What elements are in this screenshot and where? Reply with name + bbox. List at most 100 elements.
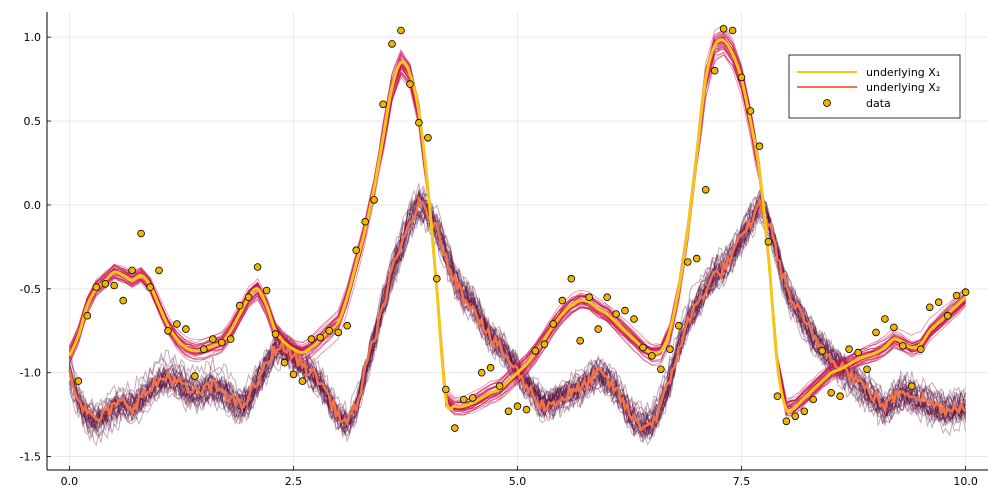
- data-point: [361, 217, 369, 226]
- data-point: [92, 283, 101, 291]
- data-point: [800, 407, 809, 416]
- x1-sample-path: [68, 32, 966, 416]
- data-point: [397, 26, 405, 35]
- data-point: [110, 281, 118, 290]
- underlying-x2-line: [68, 195, 967, 432]
- data-point: [943, 311, 952, 320]
- x2-sample-path: [68, 203, 967, 433]
- x1-sample-path: [68, 42, 966, 415]
- legend-label-x2: underlying X₂: [866, 81, 940, 94]
- y-tick-label: 0.0: [24, 199, 42, 212]
- legend-swatch-data: [823, 99, 831, 107]
- legend-label-x1: underlying X₁: [866, 66, 940, 79]
- y-tick-label: -0.5: [20, 283, 41, 296]
- data-point: [424, 134, 432, 142]
- data-point: [200, 345, 208, 354]
- data-point: [907, 382, 916, 390]
- data-point: [191, 372, 199, 380]
- data-point: [459, 395, 468, 404]
- data-point: [961, 288, 970, 297]
- data-point: [603, 293, 611, 302]
- data-point: [164, 326, 172, 335]
- data-point: [316, 333, 325, 342]
- data-point: [137, 229, 145, 238]
- x1-sample-path: [68, 46, 966, 406]
- data-point: [173, 320, 181, 328]
- x-tick-label: 7.5: [733, 475, 751, 488]
- data-point: [379, 100, 387, 109]
- data-point: [307, 335, 316, 343]
- x2-sample-path: [69, 201, 967, 436]
- data-point: [701, 186, 710, 194]
- data-point: [621, 306, 629, 315]
- data-point: [370, 196, 378, 204]
- data-point: [441, 385, 450, 394]
- y-tick-label: 0.5: [24, 115, 42, 128]
- data-point: [683, 258, 692, 266]
- data-point: [343, 321, 352, 330]
- legend: underlying X₁ underlying X₂ data: [788, 54, 961, 119]
- data-point: [504, 407, 513, 416]
- data-point: [522, 405, 531, 414]
- x1-sample-path: [68, 35, 966, 410]
- data-point: [83, 311, 92, 320]
- data-point: [352, 246, 361, 255]
- data-point: [755, 142, 764, 151]
- data-point: [415, 118, 423, 127]
- data-point: [728, 26, 737, 35]
- data-point: [325, 326, 334, 335]
- data-point: [244, 293, 253, 302]
- data-point: [182, 325, 190, 333]
- data-point: [128, 266, 136, 275]
- data-point: [253, 263, 262, 271]
- tick-labels: 0.0 2.5 5.0 7.5 10.0 1.0 0.5 0.0 -0.5 -1.0 -1.5: [20, 31, 978, 488]
- data-point: [531, 347, 540, 355]
- data-point: [648, 352, 656, 360]
- x1-sample-path: [68, 45, 966, 420]
- data-point: [952, 291, 961, 300]
- legend-label-data: data: [866, 97, 891, 110]
- data-point: [101, 279, 110, 288]
- y-tick-label: 1.0: [24, 31, 42, 44]
- data-point: [74, 377, 83, 385]
- data-point: [934, 298, 943, 307]
- data-point: [262, 286, 271, 295]
- data-point: [576, 336, 584, 345]
- data-point: [271, 330, 280, 338]
- data-point: [155, 266, 163, 275]
- x-tick-label: 10.0: [953, 475, 978, 488]
- data-point: [486, 363, 495, 372]
- y-tick-label: -1.0: [20, 367, 41, 380]
- data-point: [450, 424, 459, 432]
- data-point: [334, 328, 343, 337]
- data-point: [209, 335, 217, 343]
- data-point: [692, 254, 701, 263]
- data-point: [585, 293, 593, 302]
- axes: [46, 12, 988, 471]
- data-point: [235, 301, 244, 310]
- data-point: [146, 283, 154, 291]
- data-point: [289, 370, 298, 379]
- data-point: [495, 382, 504, 390]
- x1-sample-path: [68, 31, 966, 416]
- data-point: [818, 347, 826, 355]
- y-tick-label: -1.5: [20, 451, 41, 464]
- data-point: [899, 342, 907, 350]
- data-point: [226, 335, 235, 343]
- x2-sample-path: [68, 198, 967, 430]
- x2-sample-path: [68, 195, 967, 436]
- data-point: [872, 328, 880, 337]
- data-point: [549, 320, 558, 328]
- data-point: [540, 340, 549, 349]
- data-point: [737, 73, 746, 82]
- x-tick-label: 5.0: [509, 475, 527, 488]
- data-point: [836, 392, 844, 401]
- x1-sample-path: [68, 47, 966, 406]
- data-point: [630, 315, 638, 323]
- data-point: [854, 348, 862, 357]
- data-point: [916, 345, 925, 354]
- data-point: [710, 66, 719, 75]
- data-point: [513, 402, 522, 411]
- data-point: [657, 365, 665, 374]
